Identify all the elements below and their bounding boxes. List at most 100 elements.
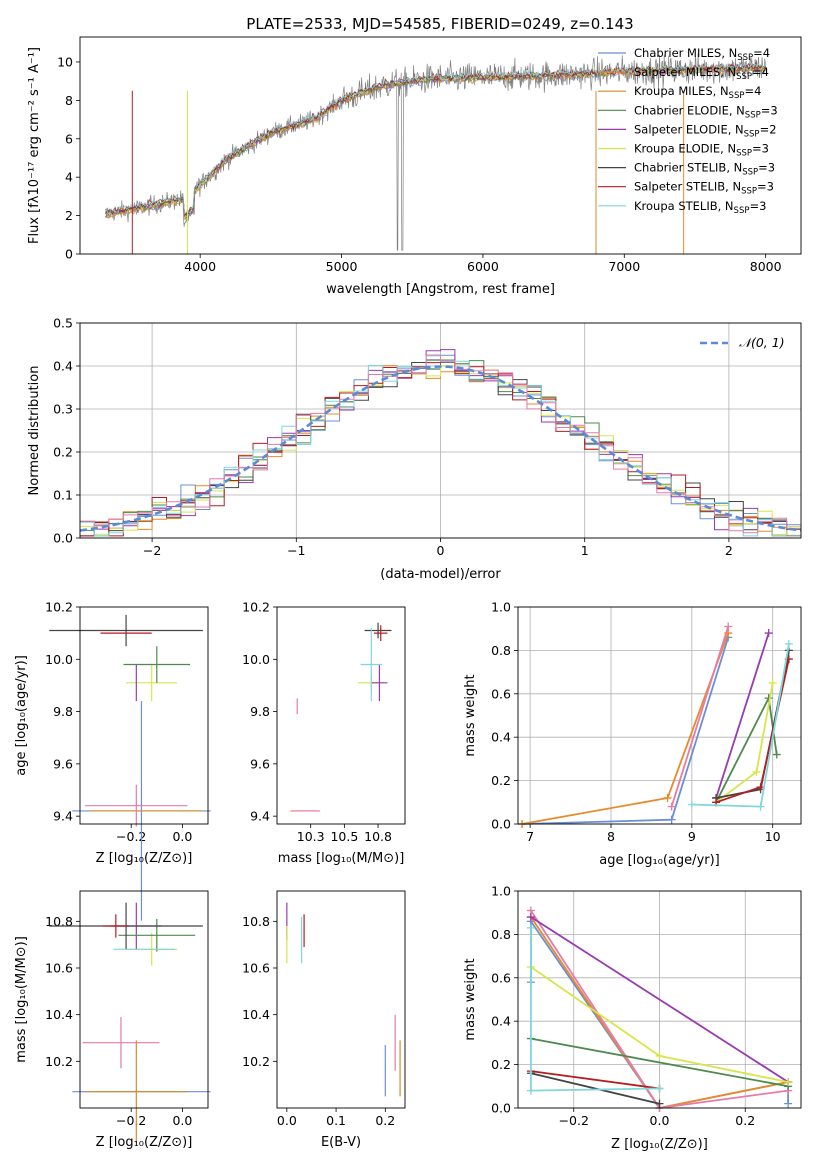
legend-label-text: Chabrier ELODIE, N xyxy=(634,103,745,117)
weight-series-line xyxy=(521,632,730,825)
y-tick-label: 9.8 xyxy=(53,704,73,719)
axes-frame xyxy=(79,606,209,825)
x-axis-label: E(B-V) xyxy=(321,1135,361,1150)
legend-label: Chabrier ELODIE, NSSP=3 xyxy=(634,103,778,120)
legend-label: Salpeter MILES, NSSP=4 xyxy=(634,65,769,82)
legend-label-suffix: =3 xyxy=(749,199,766,213)
legend-label-text: Salpeter ELODIE, N xyxy=(634,122,744,136)
model-spectrum-line xyxy=(105,62,766,215)
x-tick-label: −0.2 xyxy=(116,829,146,844)
legend-label: Kroupa ELODIE, NSSP=3 xyxy=(634,142,769,159)
legend-label-subscript: SSP xyxy=(729,91,745,101)
y-tick-label: 10.0 xyxy=(45,652,73,667)
y-tick-label: 10.4 xyxy=(45,1007,73,1022)
spectrum-panel: 4000 5000 6000 7000 8000 0 2 4 6 8 10 wavelength [A… xyxy=(27,36,802,297)
y-tick-label: 10.6 xyxy=(242,961,270,976)
y-tick-label: 10.2 xyxy=(45,600,73,615)
x-tick-label: −1 xyxy=(287,543,305,558)
y-tick-label: 0.3 xyxy=(53,402,73,417)
x-axis-label: Z [log₁₀(Z/Z⊙)] xyxy=(96,851,193,866)
weight-marker xyxy=(784,639,793,648)
weight-series-line xyxy=(530,916,789,1083)
legend-label-suffix: =4 xyxy=(744,84,761,98)
y-tick-label: 0.6 xyxy=(491,970,511,985)
weight-marker xyxy=(655,1084,664,1093)
residual-histogram-panel: −2 −1 0 1 2 0.0 0.1 0.2 0.3 0.4 0.5 𝒩(0, 1) (data-mo… xyxy=(27,316,802,582)
legend-label-suffix: =2 xyxy=(760,122,777,136)
y-tick-label: 1.0 xyxy=(491,884,511,899)
x-tick-label: 10.3 xyxy=(297,829,325,844)
y-tick-label: 10.2 xyxy=(242,600,270,615)
weight-series-line xyxy=(530,1037,789,1088)
x-tick-label: 8000 xyxy=(750,259,782,274)
weight-series-line xyxy=(715,632,770,799)
legend-label-suffix: =3 xyxy=(761,103,778,117)
weight-marker xyxy=(526,1086,535,1095)
x-tick-label: 0.1 xyxy=(326,1113,346,1128)
histogram-series xyxy=(80,349,801,537)
weight-series-line xyxy=(691,643,790,808)
y-tick-label: 10.6 xyxy=(45,961,73,976)
axes-frame xyxy=(276,606,406,825)
weight-vs-age-panel: 7 8 9 10 0.0 0.2 0.4 0.6 0.8 1.0 age [log₁₀(age/yr… xyxy=(463,600,802,868)
axes-frame xyxy=(79,36,802,255)
figure-title: PLATE=2533, MJD=54585, FIBERID=0249, z=0… xyxy=(246,15,633,33)
x-tick-label: 1 xyxy=(581,543,589,558)
legend-label-subscript: SSP xyxy=(737,53,753,63)
x-tick-label: 5000 xyxy=(326,259,358,274)
weight-marker xyxy=(768,678,777,687)
y-tick-label: 4 xyxy=(65,170,73,185)
legend-label: Kroupa STELIB, NSSP=3 xyxy=(634,199,766,216)
weight-marker xyxy=(655,1099,664,1108)
x-axis-label: wavelength [Angstrom, rest frame] xyxy=(326,282,555,297)
x-tick-label: 2 xyxy=(725,543,733,558)
y-tick-label: 0.2 xyxy=(491,773,511,788)
legend-label-subscript: SSP xyxy=(741,187,757,197)
x-tick-label: 0.0 xyxy=(172,1113,192,1128)
x-tick-label: −0.2 xyxy=(559,1113,589,1128)
legend-label-subscript: SSP xyxy=(736,72,752,82)
weight-series-line xyxy=(530,1072,660,1105)
x-axis-label: age [log₁₀(age/yr)] xyxy=(599,853,720,868)
y-tick-label: 0.4 xyxy=(491,1014,511,1029)
age-vs-metallicity-panel: −0.2 0.0 9.4 9.6 9.8 10.0 10.2 Z [log₁₀(Z/Z⊙)] a… xyxy=(14,600,211,921)
model-spectrum-line xyxy=(105,61,766,218)
axes-frame xyxy=(517,606,802,825)
legend-label-subscript: SSP xyxy=(745,110,761,120)
legend-label-suffix: =4 xyxy=(752,65,769,79)
y-tick-label: 1.0 xyxy=(491,600,511,615)
x-tick-label: 10 xyxy=(765,829,781,844)
legend-label-text: Kroupa MILES, N xyxy=(634,84,729,98)
x-tick-label: −0.2 xyxy=(116,1113,146,1128)
x-axis-label: (data-model)/error xyxy=(380,567,501,582)
weight-marker xyxy=(772,750,781,759)
y-axis-label: mass weight xyxy=(463,958,478,1040)
weight-series-line xyxy=(521,637,730,825)
x-tick-label: 7 xyxy=(526,829,534,844)
y-tick-label: 0.0 xyxy=(53,531,73,546)
weight-marker xyxy=(526,913,535,922)
y-tick-label: 0.2 xyxy=(491,1057,511,1072)
legend-label-suffix: =3 xyxy=(752,142,769,156)
y-tick-label: 10.2 xyxy=(242,1054,270,1069)
legend-label-text: Chabrier STELIB, N xyxy=(634,161,742,175)
weight-vs-metallicity-panel: −0.2 0.0 0.2 0.0 0.2 0.4 0.6 0.8 1.0 Z [log₁₀(Z/Z… xyxy=(463,884,802,1152)
histogram-series xyxy=(80,365,801,535)
y-tick-label: 0.1 xyxy=(53,488,73,503)
y-tick-label: 9.6 xyxy=(53,756,73,771)
legend-label: 𝒩(0, 1) xyxy=(739,335,785,350)
weight-marker xyxy=(667,815,676,824)
y-tick-label: 2 xyxy=(65,208,73,223)
legend-label-subscript: SSP xyxy=(744,129,760,139)
x-axis-label: Z [log₁₀(Z/Z⊙)] xyxy=(96,1135,193,1150)
y-tick-label: 0.4 xyxy=(491,730,511,745)
weight-marker xyxy=(784,1077,793,1086)
y-tick-label: 10.4 xyxy=(242,1007,270,1022)
x-axis-label: Z [log₁₀(Z/Z⊙)] xyxy=(611,1137,708,1152)
legend-label-suffix: =3 xyxy=(758,161,775,175)
y-tick-label: 9.4 xyxy=(53,809,73,824)
axes-frame xyxy=(276,890,406,1109)
y-axis-label: Normed distribution xyxy=(27,366,42,496)
y-tick-label: 10.2 xyxy=(45,1054,73,1069)
y-tick-label: 0.5 xyxy=(53,316,73,331)
